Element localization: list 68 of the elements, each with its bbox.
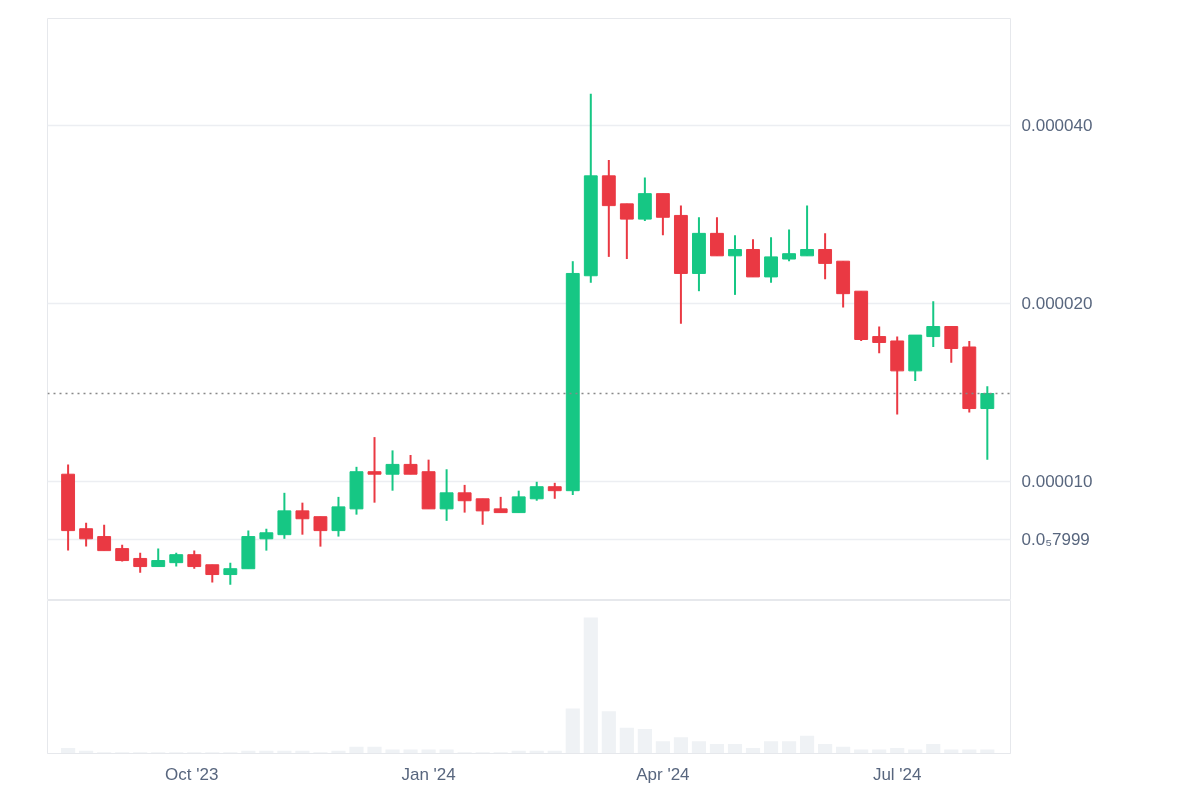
- candlestick: [475, 497, 490, 526]
- candlestick: [764, 236, 778, 284]
- bar: [61, 748, 76, 754]
- bar: [908, 749, 923, 754]
- candlestick: [97, 523, 112, 552]
- candlestick: [187, 549, 202, 570]
- candlestick: [926, 300, 941, 348]
- candlestick: [511, 489, 526, 514]
- bar: [619, 727, 634, 754]
- candlestick: [710, 216, 724, 257]
- bar: [583, 617, 598, 754]
- candlestick: [457, 483, 472, 514]
- candlestick: [944, 325, 959, 364]
- bar: [872, 749, 887, 754]
- candlestick: [403, 453, 418, 476]
- bar: [403, 749, 418, 754]
- candlestick: [277, 491, 292, 540]
- bar: [781, 741, 797, 754]
- x-tick-label: Jan '24: [401, 764, 456, 784]
- candlestick: [295, 501, 310, 536]
- bar: [800, 735, 815, 754]
- candlestick: [331, 495, 346, 538]
- candlestick: [800, 204, 815, 257]
- candlestick: [818, 232, 833, 281]
- bar: [709, 743, 725, 754]
- bar: [763, 741, 779, 754]
- candlestick: [259, 527, 274, 552]
- bar: [637, 729, 652, 754]
- candlestick: [619, 202, 634, 261]
- candlestick: [529, 480, 544, 502]
- candlestick: [655, 192, 670, 237]
- y-tick-label: 0.000040: [1021, 116, 1093, 136]
- y-tick-label: 0.000020: [1021, 294, 1093, 314]
- y-tick-label: 0.000010: [1021, 472, 1093, 492]
- bar: [691, 741, 707, 754]
- bar: [944, 749, 959, 754]
- bar: [421, 749, 436, 754]
- bar: [818, 743, 833, 754]
- candlestick: [79, 521, 94, 548]
- candlestick: [367, 436, 382, 504]
- candlestick: [872, 325, 887, 355]
- bar: [745, 748, 761, 754]
- candlestick: [385, 449, 400, 492]
- bar: [727, 743, 743, 754]
- bar: [926, 743, 941, 754]
- bar: [385, 749, 400, 754]
- x-tick-label: Apr '24: [636, 764, 690, 784]
- bar: [854, 749, 869, 754]
- candlestick: [980, 385, 995, 461]
- candlestick: [439, 468, 454, 522]
- candlestick: [133, 551, 148, 574]
- bar: [601, 711, 616, 754]
- bar: [673, 737, 688, 754]
- bar: [655, 741, 670, 754]
- candlestick: [223, 561, 238, 586]
- candlestick: [728, 234, 742, 296]
- bar: [439, 749, 454, 754]
- x-tick-label: Jul '24: [872, 764, 922, 784]
- bar: [890, 748, 905, 754]
- x-tick-label: Oct '23: [165, 764, 219, 784]
- bar: [349, 746, 364, 754]
- bar: [367, 746, 382, 754]
- y-tick-label: 0.0₅7999: [1021, 529, 1090, 549]
- candlestick: [313, 515, 328, 548]
- candlestick: [782, 228, 796, 263]
- bar: [962, 749, 977, 754]
- bar: [565, 708, 580, 754]
- bar: [980, 749, 995, 754]
